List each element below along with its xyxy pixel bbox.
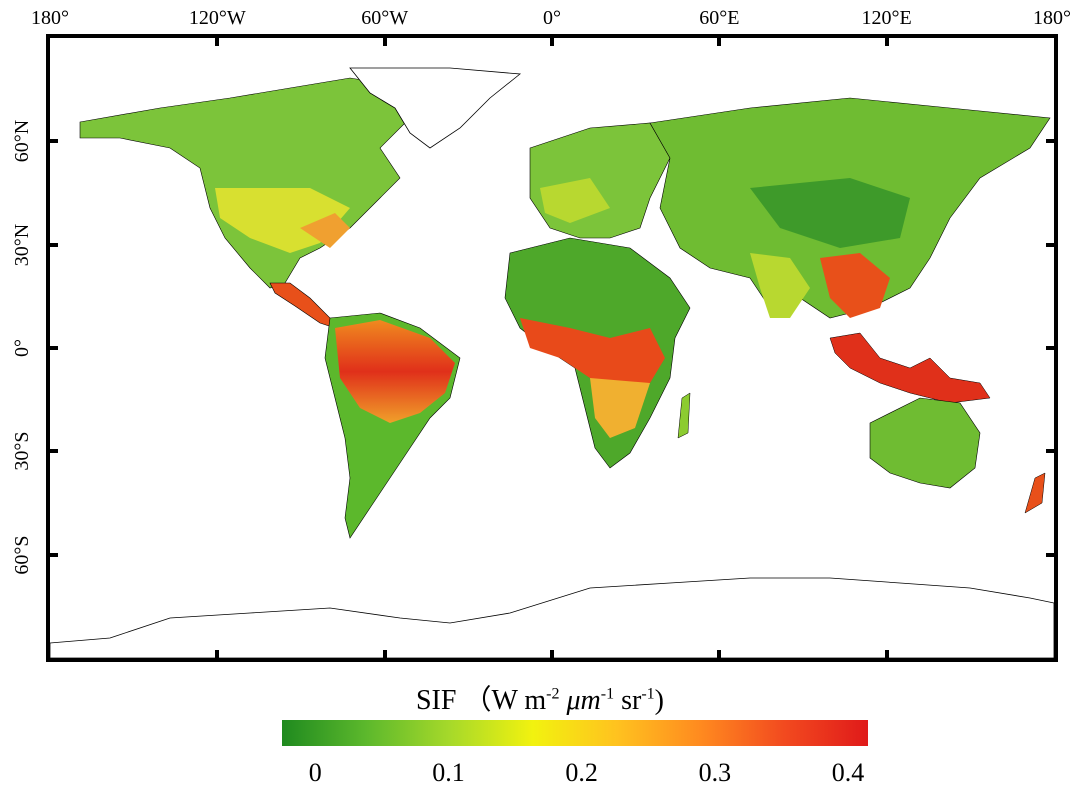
longitude-tickmark [550,650,554,658]
longitude-tickmark [550,38,554,46]
colorbar-title-main: SIF [415,685,457,716]
map-frame [46,34,1058,662]
land-masses [50,67,1054,658]
longitude-tick-label: 120°E [861,7,912,29]
longitude-tickmark [215,650,220,658]
longitude-tick-label: 120°W [188,7,246,29]
latitude-tick-label: 30°S [11,431,33,471]
madagascar [677,392,691,439]
latitude-tickmark [1046,552,1054,557]
latitude-tick-label: 60°N [11,120,33,163]
latitude-tickmark [1046,449,1054,454]
longitude-tick-label: 0° [543,7,561,29]
greenland [349,67,522,149]
longitude-tickmark [717,650,722,658]
world-map [50,67,1054,658]
longitude-tick-label: 180° [1033,7,1071,29]
latitude-tickmark [50,242,58,247]
latitude-tickmark [50,552,58,557]
colorbar-tick-label: 0 [308,758,322,787]
longitude-tickmark [884,650,889,658]
latitude-tickmark [50,449,58,454]
colorbar-tick-label: 0.3 [698,758,732,787]
longitude-tickmark [215,38,220,46]
europe [529,122,671,239]
antarctica [50,577,1054,658]
longitude-tickmark [382,650,387,658]
central-america [269,282,336,329]
longitude-tickmark [884,38,889,46]
longitude-tick-label: 60°W [361,7,409,29]
southeast-asia-islands [829,332,991,404]
colorbar-title: SIF （W m-2 μm-1 sr-1) [415,685,664,716]
longitude-tickmark [382,38,387,46]
australia [869,397,981,489]
latitude-tickmark [1046,139,1054,144]
longitude-tick-label: 180° [31,7,69,29]
latitude-tick-label: 30°N [11,223,33,266]
colorbar-tick-label: 0.2 [565,758,598,787]
latitude-tickmark [1046,242,1054,247]
latitude-tick-label: 0° [11,339,33,357]
longitude-tickmark [717,38,722,46]
new-zealand [1024,472,1046,514]
longitude-tick-label: 60°E [699,7,740,29]
latitude-tickmark [50,139,58,144]
north-america [79,77,411,289]
colorbar-tick-label: 0.4 [831,758,865,787]
latitude-tickmark [50,346,58,350]
latitude-tickmark [1046,346,1054,350]
latitude-tick-label: 60°S [11,535,33,575]
colorbar [282,720,868,746]
colorbar-tick-label: 0.1 [432,758,465,787]
